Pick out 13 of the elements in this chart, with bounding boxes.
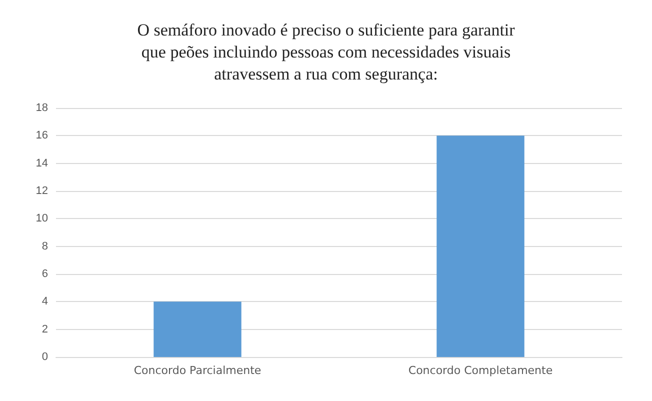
y-tick-label: 14: [36, 157, 48, 170]
y-tick-label: 0: [42, 351, 48, 363]
y-tick-label: 2: [42, 323, 48, 336]
y-tick-label: 6: [42, 268, 48, 280]
y-tick-label: 12: [36, 185, 48, 197]
x-tick-label: Concordo Completamente: [408, 364, 553, 377]
y-tick-label: 4: [42, 296, 48, 308]
y-tick-label: 16: [36, 130, 48, 142]
y-tick-label: 18: [36, 102, 48, 114]
x-tick-label: Concordo Parcialmente: [134, 364, 262, 377]
y-tick-label: 10: [36, 212, 48, 225]
chart-title: O semáforo inovado é preciso o suficiente para garantir que peões incluindo pessoas com necessidades visuais atravessem a rua com segurança:: [137, 20, 516, 84]
y-tick-label: 8: [42, 240, 48, 252]
